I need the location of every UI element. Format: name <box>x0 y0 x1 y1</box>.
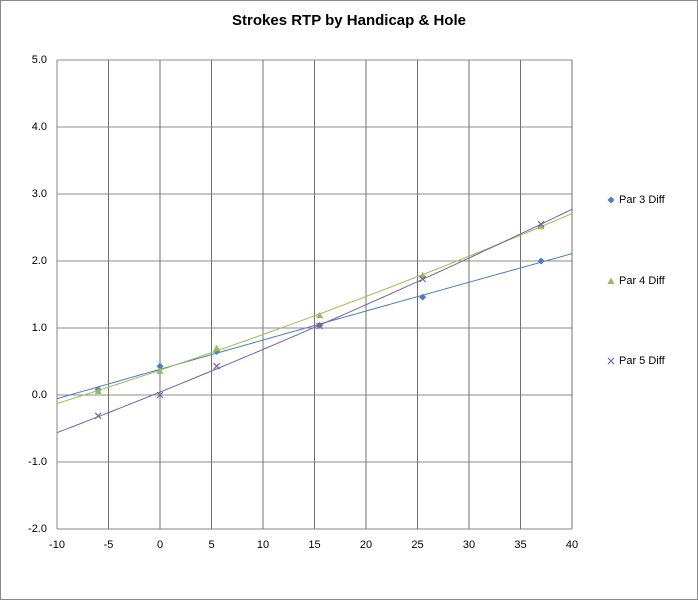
data-point <box>419 293 427 301</box>
data-point <box>156 362 164 370</box>
y-tick-label: 5.0 <box>32 54 47 66</box>
legend-marker <box>607 277 615 284</box>
legend-marker <box>607 357 615 365</box>
y-tick-label: 4.0 <box>32 121 47 133</box>
x-tick-label: 5 <box>208 539 214 551</box>
y-tick-label: -1.0 <box>28 456 47 468</box>
data-point <box>419 275 427 283</box>
data-point <box>537 222 545 230</box>
x-tick-label: 40 <box>566 539 578 551</box>
data-point <box>94 387 102 394</box>
legend-label: Par 3 Diff <box>619 194 666 206</box>
data-point <box>213 362 221 370</box>
x-tick-label: -10 <box>49 539 65 551</box>
data-point <box>213 344 221 352</box>
legend-marker <box>607 196 615 204</box>
x-tick-label: 10 <box>257 539 269 551</box>
x-tick-label: 15 <box>308 539 320 551</box>
y-tick-label: -2.0 <box>28 523 47 535</box>
x-tick-label: 35 <box>514 539 526 551</box>
data-point <box>419 271 427 279</box>
data-point <box>316 322 324 330</box>
y-tick-label: 0.0 <box>32 389 47 401</box>
trendline <box>56 253 573 400</box>
data-point <box>94 412 102 420</box>
data-point <box>537 257 545 265</box>
trendline <box>56 208 573 434</box>
data-point <box>156 391 164 399</box>
chart-title: Strokes RTP by Handicap & Hole <box>232 12 466 29</box>
y-tick-label: 2.0 <box>32 255 47 267</box>
x-tick-label: -5 <box>104 539 114 551</box>
x-tick-label: 25 <box>411 539 423 551</box>
legend-label: Par 5 Diff <box>619 355 666 367</box>
x-tick-label: 20 <box>360 539 372 551</box>
x-tick-label: 0 <box>157 539 163 551</box>
y-tick-label: 1.0 <box>32 322 47 334</box>
data-point <box>156 367 164 374</box>
trendline <box>56 213 573 404</box>
data-point <box>316 311 324 319</box>
x-tick-label: 30 <box>463 539 475 551</box>
legend-label: Par 4 Diff <box>619 275 666 287</box>
y-tick-label: 3.0 <box>32 188 47 200</box>
data-point <box>537 220 545 228</box>
